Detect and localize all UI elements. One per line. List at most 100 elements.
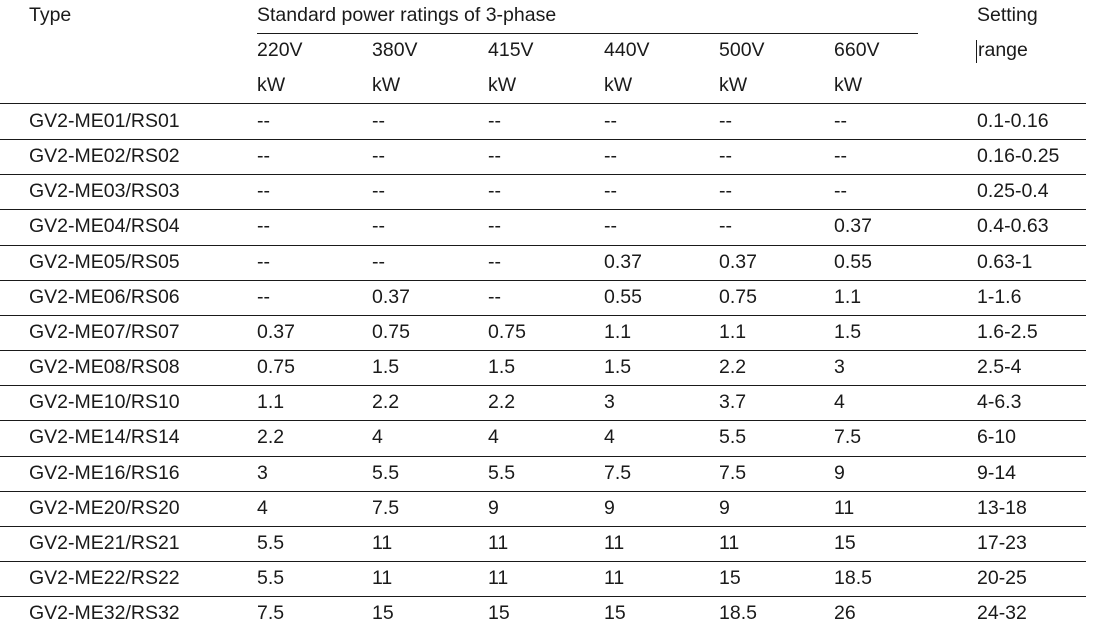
row-value-cell: --	[257, 215, 270, 237]
row-value-cell: 15	[488, 602, 510, 624]
row-type: GV2-ME03/RS03	[29, 180, 180, 202]
row-value-cell: 0.37	[834, 215, 872, 237]
header-divider	[257, 33, 918, 34]
row-divider	[0, 280, 1086, 281]
row-setting-range: 9-14	[977, 462, 1017, 484]
row-value-cell: 5.5	[257, 532, 285, 554]
row-value-cell: 1.5	[604, 356, 632, 378]
unit-kw-500: kW	[719, 74, 748, 96]
row-setting-range: 0.1-0.16	[977, 110, 1049, 132]
row-value-cell: 0.75	[372, 321, 410, 343]
row-value-cell: 7.5	[834, 426, 862, 448]
row-value-cell: 3	[604, 391, 615, 413]
row-value-cell: --	[257, 251, 270, 273]
row-type: GV2-ME16/RS16	[29, 462, 180, 484]
row-value-cell: 11	[604, 532, 625, 554]
row-divider	[0, 315, 1086, 316]
row-value-cell: 0.37	[604, 251, 642, 273]
row-type: GV2-ME14/RS14	[29, 426, 180, 448]
row-setting-range: 24-32	[977, 602, 1027, 624]
row-setting-range: 0.4-0.63	[977, 215, 1049, 237]
row-value-cell: 3	[257, 462, 268, 484]
row-value-cell: 1.5	[488, 356, 516, 378]
row-value-cell: 15	[834, 532, 856, 554]
row-type: GV2-ME01/RS01	[29, 110, 180, 132]
row-setting-range: 17-23	[977, 532, 1027, 554]
row-type: GV2-ME07/RS07	[29, 321, 180, 343]
row-value-cell: 0.75	[719, 286, 757, 308]
row-value-cell: 15	[372, 602, 394, 624]
row-value-cell: 18.5	[834, 567, 872, 589]
row-value-cell: 11	[834, 497, 855, 519]
row-divider	[0, 561, 1086, 562]
row-value-cell: 15	[604, 602, 626, 624]
row-setting-range: 2.5-4	[977, 356, 1022, 378]
setting-header: Setting	[977, 4, 1038, 26]
row-value-cell: 11	[719, 532, 740, 554]
row-value-cell: 11	[372, 567, 393, 589]
row-value-cell: 0.75	[257, 356, 295, 378]
row-value-cell: --	[834, 145, 847, 167]
unit-kw-415: kW	[488, 74, 517, 96]
row-divider	[0, 350, 1086, 351]
row-value-cell: --	[372, 215, 385, 237]
row-type: GV2-ME05/RS05	[29, 251, 180, 273]
row-value-cell: --	[719, 215, 732, 237]
row-setting-range: 0.63-1	[977, 251, 1033, 273]
row-value-cell: --	[257, 145, 270, 167]
row-setting-range: 0.16-0.25	[977, 145, 1060, 167]
row-value-cell: 11	[372, 532, 393, 554]
voltage-380-header: 380V	[372, 39, 418, 61]
row-setting-range: 1.6-2.5	[977, 321, 1038, 343]
row-value-cell: 0.75	[488, 321, 526, 343]
voltage-415-header: 415V	[488, 39, 534, 61]
row-value-cell: 5.5	[372, 462, 400, 484]
unit-kw-220: kW	[257, 74, 286, 96]
row-setting-range: 4-6.3	[977, 391, 1022, 413]
row-value-cell: 11	[604, 567, 625, 589]
row-value-cell: 15	[719, 567, 741, 589]
row-type: GV2-ME20/RS20	[29, 497, 180, 519]
unit-kw-380: kW	[372, 74, 401, 96]
row-setting-range: 6-10	[977, 426, 1017, 448]
row-value-cell: 11	[488, 567, 509, 589]
type-header: Type	[29, 4, 72, 26]
row-type: GV2-ME10/RS10	[29, 391, 180, 413]
voltage-440-header: 440V	[604, 39, 650, 61]
row-type: GV2-ME21/RS21	[29, 532, 180, 554]
row-value-cell: --	[719, 110, 732, 132]
row-value-cell: 1.5	[372, 356, 400, 378]
row-value-cell: 1.1	[834, 286, 862, 308]
row-value-cell: --	[719, 145, 732, 167]
row-value-cell: 7.5	[719, 462, 747, 484]
row-setting-range: 13-18	[977, 497, 1027, 519]
row-value-cell: 5.5	[719, 426, 747, 448]
row-value-cell: 7.5	[604, 462, 632, 484]
row-value-cell: 3.7	[719, 391, 747, 413]
row-value-cell: 4	[834, 391, 845, 413]
row-value-cell: --	[372, 145, 385, 167]
row-type: GV2-ME06/RS06	[29, 286, 180, 308]
row-setting-range: 1-1.6	[977, 286, 1022, 308]
row-divider	[0, 456, 1086, 457]
row-value-cell: 18.5	[719, 602, 757, 624]
row-value-cell: 2.2	[257, 426, 285, 448]
row-value-cell: 1.5	[834, 321, 862, 343]
row-type: GV2-ME02/RS02	[29, 145, 180, 167]
row-setting-range: 0.25-0.4	[977, 180, 1049, 202]
row-divider	[0, 209, 1086, 210]
row-divider	[0, 596, 1086, 597]
voltage-500-header: 500V	[719, 39, 765, 61]
range-header: range	[978, 39, 1028, 61]
row-type: GV2-ME08/RS08	[29, 356, 180, 378]
row-value-cell: --	[372, 180, 385, 202]
row-value-cell: 0.37	[372, 286, 410, 308]
text-cursor	[976, 40, 977, 63]
row-value-cell: --	[257, 180, 270, 202]
voltage-220-header: 220V	[257, 39, 303, 61]
row-type: GV2-ME32/RS32	[29, 602, 180, 624]
row-value-cell: 4	[372, 426, 383, 448]
row-value-cell: 2.2	[372, 391, 400, 413]
row-value-cell: --	[488, 286, 501, 308]
row-value-cell: --	[488, 251, 501, 273]
